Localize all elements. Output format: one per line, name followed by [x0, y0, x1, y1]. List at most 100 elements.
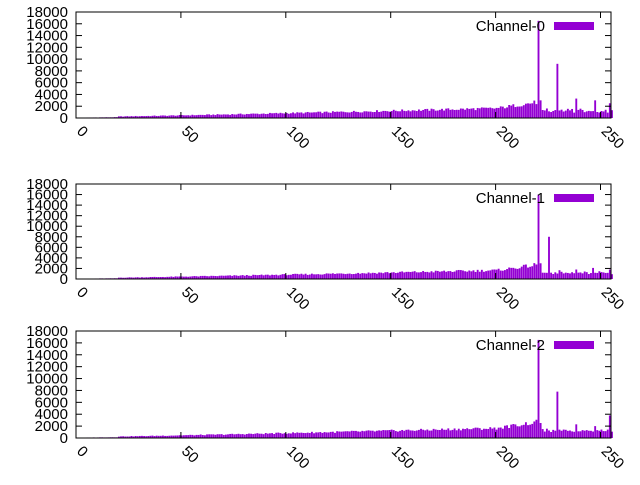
- histogram-bar: [280, 275, 282, 279]
- histogram-bar: [468, 271, 470, 279]
- histogram-bar: [506, 269, 508, 279]
- histogram-bar: [435, 111, 437, 118]
- histogram-bar: [296, 432, 298, 438]
- histogram-bar: [313, 112, 315, 118]
- histogram-bar: [275, 113, 277, 118]
- histogram-bar: [280, 433, 282, 438]
- histogram-bar: [351, 112, 353, 118]
- histogram-bar: [326, 432, 328, 438]
- histogram-bar: [303, 275, 305, 279]
- x-tick-label: 100: [283, 123, 313, 153]
- histogram-bar: [473, 108, 475, 118]
- histogram-bar: [540, 100, 542, 118]
- histogram-bar: [433, 109, 435, 118]
- histogram-panel-1: 0200040006000800010000120001400016000180…: [26, 176, 627, 314]
- histogram-bar: [435, 430, 437, 438]
- histogram-bar: [225, 114, 227, 118]
- histogram-bar: [531, 103, 533, 118]
- histogram-bar: [504, 108, 506, 118]
- histogram-bar: [395, 273, 397, 279]
- histogram-bar: [374, 112, 376, 118]
- histogram-bar: [544, 110, 546, 118]
- histogram-bar: [275, 275, 277, 279]
- histogram-bar: [227, 275, 229, 279]
- histogram-bar: [575, 424, 577, 438]
- histogram-bar: [418, 272, 420, 279]
- histogram-bar: [481, 107, 483, 118]
- y-tick-label: 18000: [26, 176, 68, 193]
- histogram-bar: [366, 274, 368, 279]
- histogram-bar: [361, 431, 363, 438]
- histogram-bar: [456, 110, 458, 118]
- histogram-bar: [256, 433, 258, 438]
- histogram-bar: [294, 113, 296, 118]
- histogram-bar: [517, 107, 519, 118]
- histogram-bar: [300, 274, 302, 279]
- histogram-bar: [590, 111, 592, 118]
- histogram-bar: [407, 430, 409, 438]
- histogram-bar: [487, 429, 489, 438]
- histogram-bar: [380, 112, 382, 118]
- histogram-bar: [298, 113, 300, 118]
- histogram-bar: [441, 109, 443, 118]
- histogram-bar: [462, 109, 464, 118]
- histogram-bar: [483, 429, 485, 438]
- histogram-bar: [508, 428, 510, 438]
- histogram-bar: [431, 431, 433, 438]
- histogram-bar: [500, 271, 502, 279]
- legend-label: Channel-0: [476, 18, 545, 35]
- histogram-bar: [267, 275, 269, 279]
- histogram-bar: [353, 431, 355, 438]
- histogram-bar: [317, 274, 319, 279]
- histogram-bar: [449, 110, 451, 118]
- histogram-bar: [330, 432, 332, 438]
- histogram-bar: [298, 433, 300, 438]
- histogram-bar: [554, 431, 556, 438]
- histogram-bar: [336, 112, 338, 118]
- histogram-bar: [208, 114, 210, 118]
- x-tick-label: 100: [283, 284, 313, 314]
- histogram-bar: [372, 431, 374, 438]
- histogram-bar: [458, 429, 460, 438]
- histogram-bar: [263, 434, 265, 438]
- histogram-bar: [261, 434, 263, 438]
- histogram-bar: [349, 431, 351, 438]
- histogram-bar: [565, 111, 567, 118]
- histogram-bar: [418, 430, 420, 438]
- histogram-bar: [294, 274, 296, 279]
- histogram-bar: [586, 272, 588, 279]
- histogram-bar: [267, 434, 269, 438]
- histogram-bar: [347, 431, 349, 438]
- histogram-bar: [527, 425, 529, 438]
- histogram-bar: [292, 432, 294, 438]
- histogram-bar: [424, 272, 426, 279]
- histogram-bar: [554, 110, 556, 118]
- histogram-bar: [290, 113, 292, 118]
- histogram-bar: [399, 111, 401, 118]
- histogram-bar: [525, 265, 527, 279]
- x-tick-label: 0: [73, 284, 91, 302]
- histogram-bar: [265, 433, 267, 438]
- histogram-bar: [309, 113, 311, 118]
- histogram-bar: [565, 430, 567, 438]
- histogram-bar: [399, 272, 401, 279]
- histogram-bar: [475, 110, 477, 118]
- histogram-bar: [431, 271, 433, 279]
- histogram-bar: [235, 275, 237, 279]
- histogram-bar: [544, 273, 546, 279]
- histogram-bar: [212, 434, 214, 438]
- histogram-bar: [563, 430, 565, 438]
- histogram-bar: [502, 107, 504, 118]
- histogram-bar: [424, 430, 426, 438]
- histogram-bar: [374, 273, 376, 279]
- histogram-bar: [233, 275, 235, 279]
- histogram-bar: [265, 275, 267, 279]
- histogram-bar: [387, 111, 389, 118]
- histogram-bar: [420, 111, 422, 118]
- histogram-bar: [561, 431, 563, 438]
- histogram-bar: [609, 415, 611, 438]
- histogram-bar: [473, 428, 475, 438]
- histogram-bar: [538, 195, 540, 279]
- histogram-bar: [292, 112, 294, 118]
- histogram-bar: [441, 429, 443, 438]
